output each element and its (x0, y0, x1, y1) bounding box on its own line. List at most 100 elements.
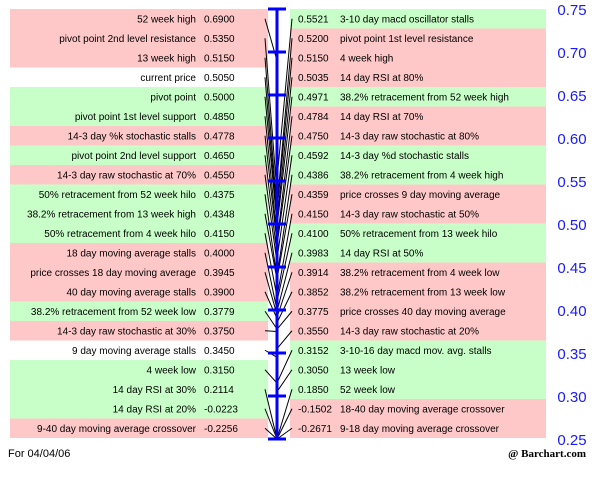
right-row-value: 0.3550 (298, 326, 329, 337)
right-row-label: 14 day RSI at 70% (340, 112, 423, 123)
right-connector (276, 194, 293, 280)
right-row-value: 0.1850 (298, 385, 329, 396)
left-row-value: 0.4850 (204, 112, 235, 123)
left-row-label: 52 week high (137, 14, 196, 25)
left-row-value: 0.3450 (204, 346, 235, 357)
right-row-value: 0.4100 (298, 229, 329, 240)
left-row-label: pivot point 2nd level resistance (59, 34, 196, 45)
right-row-value: 0.4750 (298, 131, 329, 142)
left-row-bg (10, 379, 268, 399)
left-row-bg (10, 262, 268, 282)
right-row-bg (290, 418, 546, 438)
right-row-value: 0.3983 (298, 248, 329, 259)
right-row-label: 50% retracement from 13 week hilo (340, 229, 498, 240)
left-row-bg (10, 145, 268, 165)
left-row-bg (10, 418, 268, 438)
left-row-label: 9 day moving average stalls (72, 346, 196, 357)
axis-tick-label: 0.45 (557, 260, 586, 277)
right-row-label: pivot point 1st level resistance (340, 34, 474, 45)
right-connector (276, 291, 293, 323)
right-row-label: 14-3 day raw stochastic at 20% (340, 326, 479, 337)
right-connector (276, 155, 293, 260)
right-row-value: 0.5521 (298, 14, 329, 25)
right-row-value: 0.3050 (298, 365, 329, 376)
right-row-bg (290, 87, 546, 107)
left-connector (264, 213, 278, 281)
right-row-value: 0.3914 (298, 268, 329, 279)
right-connector (276, 369, 293, 392)
left-connector (264, 96, 278, 225)
left-connector (264, 57, 278, 212)
right-row-bg (290, 9, 546, 29)
date-label: For 04/04/06 (8, 448, 71, 460)
right-row-bg (290, 28, 546, 48)
axis-tick-label: 0.40 (557, 303, 586, 320)
right-connector (276, 18, 293, 180)
left-connector (264, 330, 278, 332)
right-row-label: 14-3 day %d stochastic stalls (340, 151, 469, 162)
left-row-label: 14-3 day raw stochastic at 30% (57, 326, 196, 337)
right-connector (276, 135, 293, 246)
left-row-label: pivot point (150, 92, 196, 103)
left-row-label: 18 day moving average stalls (66, 248, 196, 259)
right-connector (276, 408, 293, 440)
right-row-label: 38.2% retracement from 13 week low (340, 287, 506, 298)
left-row-value: 0.3900 (204, 287, 235, 298)
left-row-value: 0.4650 (204, 151, 235, 162)
left-connector (264, 369, 278, 384)
right-row-label: 14-3 day raw stochastic at 80% (340, 131, 479, 142)
left-row-value: 0.4375 (204, 190, 235, 201)
connector-lines (264, 18, 293, 440)
right-row-bg (290, 67, 546, 87)
right-row-label: price crosses 9 day moving average (340, 190, 501, 201)
left-connector (264, 272, 278, 315)
left-row-value: 0.3150 (204, 365, 235, 376)
right-row-label: 4 week high (340, 53, 393, 64)
axis-tick-label: 0.25 (557, 432, 586, 449)
left-row-value: 0.4778 (204, 131, 235, 142)
left-row-label: 40 day moving average stalls (66, 287, 196, 298)
left-row-bg (10, 223, 268, 243)
right-row-label: 3-10 day macd oscillator stalls (340, 14, 474, 25)
right-row-bg (290, 379, 546, 399)
axis-tick-label: 0.65 (557, 88, 586, 105)
left-row-bg (10, 360, 268, 380)
right-connector (276, 116, 293, 243)
left-row-label: pivot point 2nd level support (71, 151, 196, 162)
left-connector (264, 155, 278, 255)
left-row-bg (10, 184, 268, 204)
right-connector (276, 310, 293, 330)
left-row-bg (10, 340, 268, 360)
left-connector (264, 427, 278, 440)
right-connector (276, 174, 293, 277)
right-row-label: 18-40 day moving average crossover (340, 404, 505, 415)
right-row-bg (290, 165, 546, 185)
barchart-credit: @ Barchart.com (508, 448, 586, 460)
left-row-value: 0.4348 (204, 209, 235, 220)
right-row-label: 14 day RSI at 80% (340, 73, 423, 84)
price-axis (268, 7, 286, 441)
left-row-bg (10, 106, 268, 126)
right-connector (276, 330, 293, 350)
left-row-bg (10, 9, 268, 29)
left-row-bg (10, 67, 268, 87)
right-connector (276, 427, 293, 440)
right-connector (276, 38, 293, 207)
axis-tick-label: 0.55 (557, 174, 586, 191)
left-row-label: 4 week low (147, 365, 197, 376)
right-row-bg (290, 340, 546, 360)
left-row-label: 9-40 day moving average crossover (37, 424, 197, 435)
left-row-label: 14-3 day %k stochastic stalls (68, 131, 196, 142)
left-row-value: 0.5350 (204, 34, 235, 45)
right-row-label: 13 week low (340, 365, 396, 376)
right-row-bg (290, 399, 546, 419)
left-row-bg (10, 28, 268, 48)
left-connector (264, 38, 278, 194)
left-row-label: pivot point 1st level support (75, 112, 196, 123)
axis-tick-label: 0.50 (557, 217, 586, 234)
left-row-label: 38.2% retracement from 13 week high (27, 209, 196, 220)
right-row-value: 0.5200 (298, 34, 329, 45)
left-row-value: 0.3779 (204, 307, 235, 318)
axis-tick-label: 0.30 (557, 389, 586, 406)
right-row-bg (290, 360, 546, 380)
